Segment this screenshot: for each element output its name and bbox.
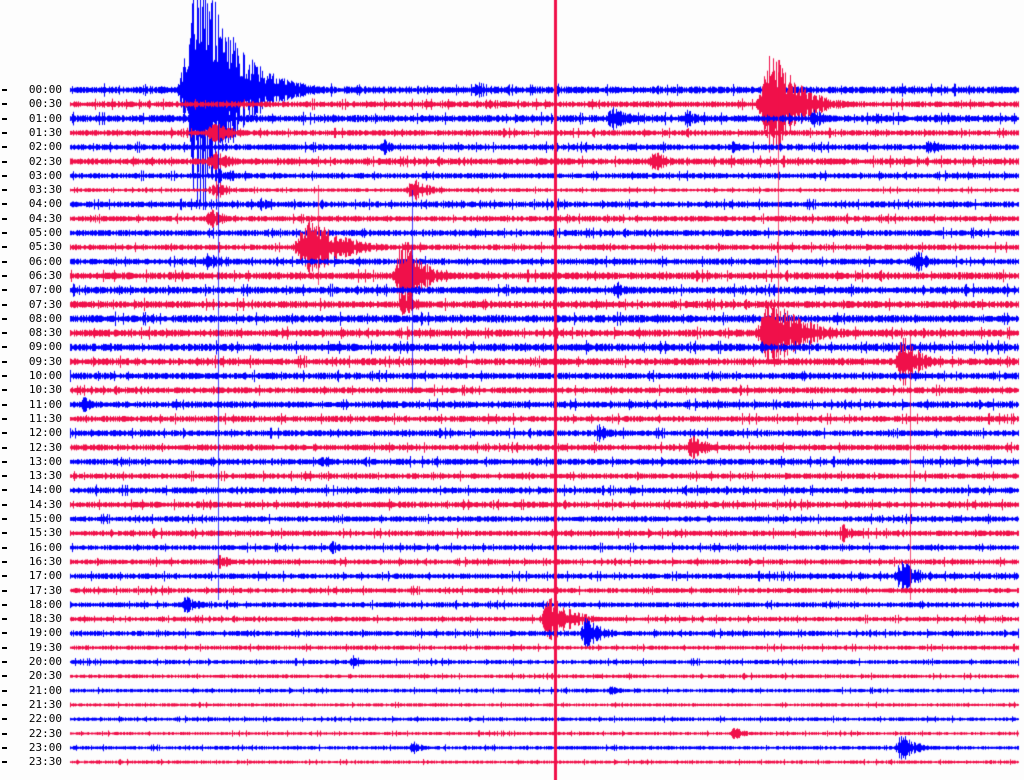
row-tick: [2, 489, 7, 492]
row-time-label: 15:30: [28, 526, 62, 540]
row-time-label: 14:30: [28, 497, 62, 511]
row-time-label: 03:00: [28, 168, 62, 182]
row-tick: [2, 632, 7, 635]
row-tick: [2, 174, 7, 177]
row-tick: [2, 131, 7, 134]
row-tick: [2, 646, 7, 649]
row-tick: [2, 546, 7, 549]
row-tick: [2, 274, 7, 277]
row-tick: [2, 89, 7, 91]
row-time-label: 22:00: [28, 712, 62, 726]
row-tick: [2, 232, 7, 234]
row-tick: [2, 475, 7, 478]
row-time-label: 20:30: [28, 669, 62, 683]
row-time-label: 23:30: [28, 755, 62, 769]
row-time-label: 05:00: [28, 226, 62, 239]
row-time-label: 18:30: [28, 612, 62, 626]
row-time-label: 01:30: [28, 125, 62, 139]
row-time-label: 00:30: [28, 97, 62, 111]
row-time-label: 06:30: [28, 268, 62, 282]
row-tick: [2, 618, 7, 621]
row-time-label: 16:30: [28, 554, 62, 568]
row-tick: [2, 518, 7, 520]
row-time-label: 00:00: [28, 83, 62, 96]
row-time-label: 21:30: [28, 697, 62, 711]
row-tick: [2, 503, 7, 506]
row-time-label: 07:00: [28, 283, 62, 297]
row-time-label: 12:00: [28, 426, 62, 440]
row-time-label: 07:30: [28, 297, 62, 311]
row-tick: [2, 560, 7, 563]
row-tick: [2, 217, 7, 220]
row-tick: [2, 460, 7, 463]
row-tick: [2, 317, 7, 320]
row-tick: [2, 446, 7, 449]
row-time-label: 08:30: [28, 326, 62, 340]
row-tick: [2, 203, 7, 206]
row-tick: [2, 260, 7, 263]
row-time-label: 10:00: [28, 369, 62, 382]
row-time-label: 12:30: [28, 440, 62, 454]
row-tick: [2, 603, 7, 606]
row-tick: [2, 303, 7, 306]
row-time-labels: 00:00 00:30 01:00 01:30 02:00 02:30 03:00 03:30…: [0, 0, 70, 780]
row-tick: [2, 746, 7, 749]
row-time-label: 09:30: [28, 354, 62, 368]
row-time-label: 04:00: [28, 197, 62, 211]
row-time-label: 17:30: [28, 583, 62, 597]
row-time-label: 04:30: [28, 211, 62, 225]
row-tick: [2, 432, 7, 435]
row-tick: [2, 246, 7, 249]
row-time-label: 23:00: [28, 740, 62, 754]
row-time-label: 14:00: [28, 483, 62, 497]
row-time-label: 02:30: [28, 154, 62, 168]
row-tick: [2, 189, 7, 192]
row-time-label: 18:00: [28, 597, 62, 611]
row-time-label: 17:00: [28, 569, 62, 583]
row-time-label: 20:00: [28, 655, 62, 668]
row-time-label: 01:00: [28, 111, 62, 125]
row-time-label: 10:30: [28, 383, 62, 397]
row-tick: [2, 360, 7, 363]
row-time-label: 13:00: [28, 454, 62, 468]
row-tick: [2, 403, 7, 406]
row-tick: [2, 732, 7, 735]
row-tick: [2, 417, 7, 420]
row-tick: [2, 160, 7, 163]
row-tick: [2, 589, 7, 592]
row-time-label: 22:30: [28, 726, 62, 740]
row-time-label: 08:00: [28, 311, 62, 325]
row-time-label: 06:00: [28, 254, 62, 268]
row-time-label: 03:30: [28, 183, 62, 197]
row-time-label: 15:00: [28, 512, 62, 525]
row-tick: [2, 346, 7, 349]
row-time-label: 05:30: [28, 240, 62, 254]
row-tick: [2, 661, 7, 663]
row-tick: [2, 575, 7, 578]
row-time-label: 13:30: [28, 469, 62, 483]
row-tick: [2, 718, 7, 721]
row-tick: [2, 375, 7, 377]
row-tick: [2, 532, 7, 535]
row-time-label: 19:00: [28, 626, 62, 640]
row-tick: [2, 689, 7, 692]
row-tick: [2, 103, 7, 106]
row-time-label: 16:00: [28, 540, 62, 554]
row-time-label: 11:30: [28, 411, 62, 425]
row-tick: [2, 389, 7, 392]
row-tick: [2, 761, 7, 764]
row-tick: [2, 703, 7, 706]
row-time-label: 09:00: [28, 340, 62, 354]
row-time-label: 02:00: [28, 140, 62, 154]
row-tick: [2, 675, 7, 678]
row-tick: [2, 289, 7, 292]
row-time-label: 11:00: [28, 397, 62, 411]
row-time-label: 21:00: [28, 683, 62, 697]
row-time-label: 19:30: [28, 640, 62, 654]
row-tick: [2, 332, 7, 335]
row-tick: [2, 117, 7, 120]
row-tick: [2, 146, 7, 149]
